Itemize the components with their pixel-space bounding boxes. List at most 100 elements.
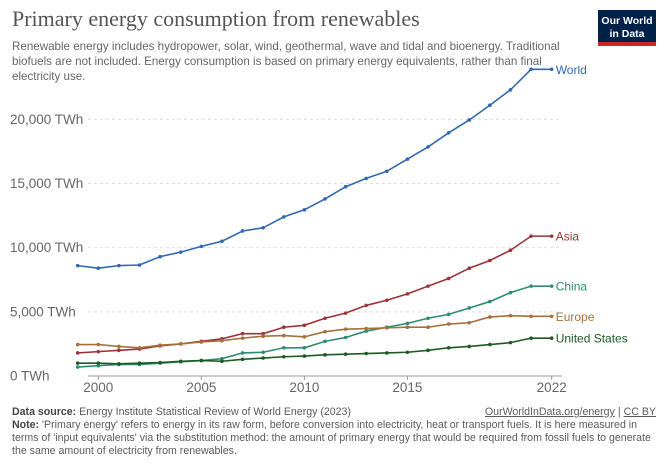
data-point bbox=[529, 314, 533, 319]
data-point bbox=[75, 263, 80, 268]
series-label: World bbox=[556, 63, 587, 77]
data-point bbox=[281, 354, 286, 359]
data-point bbox=[488, 299, 492, 304]
data-point bbox=[240, 357, 245, 362]
series-line bbox=[77, 68, 552, 270]
data-point bbox=[117, 362, 121, 366]
data-point bbox=[508, 313, 513, 318]
x-tick-label: 2000 bbox=[83, 380, 113, 395]
data-point bbox=[446, 131, 451, 135]
data-point bbox=[467, 344, 472, 349]
data-point bbox=[529, 234, 533, 238]
y-tick-label: 0 TWh bbox=[10, 369, 50, 384]
note-text: 'Primary energy' refers to energy in its… bbox=[12, 419, 651, 457]
data-point bbox=[220, 239, 224, 244]
data-point bbox=[96, 363, 101, 368]
data-point bbox=[508, 290, 513, 295]
data-point bbox=[446, 276, 451, 281]
data-point bbox=[467, 266, 472, 271]
data-point bbox=[240, 351, 245, 355]
data-point bbox=[302, 354, 307, 358]
logo-line-2: in Data bbox=[609, 28, 645, 40]
data-point bbox=[467, 320, 472, 325]
data-point bbox=[426, 145, 430, 149]
data-point bbox=[323, 339, 327, 344]
chart-footer: Data source: Energy Institute Statistica… bbox=[12, 406, 656, 458]
data-point bbox=[364, 303, 369, 308]
series-line bbox=[77, 337, 552, 365]
data-point bbox=[117, 348, 121, 353]
footer-links: OurWorldInData.org/energy | CC BY bbox=[485, 406, 656, 419]
data-point bbox=[96, 266, 101, 271]
data-point bbox=[137, 345, 142, 350]
data-point bbox=[117, 344, 121, 349]
data-point bbox=[158, 343, 162, 348]
chart-title: Primary energy consumption from renewabl… bbox=[12, 6, 420, 31]
data-source-text: Energy Institute Statistical Review of W… bbox=[79, 406, 351, 418]
data-point bbox=[405, 157, 410, 161]
data-point bbox=[508, 340, 513, 345]
data-point bbox=[426, 348, 430, 353]
y-tick-label: 15,000 TWh bbox=[10, 176, 83, 191]
y-tick-label: 5,000 TWh bbox=[10, 304, 76, 319]
data-point bbox=[549, 284, 554, 288]
data-point bbox=[261, 334, 265, 339]
data-source: Data source: Energy Institute Statistica… bbox=[12, 406, 351, 419]
data-point bbox=[158, 360, 162, 365]
owid-logo[interactable]: Our World in Data bbox=[598, 10, 656, 46]
data-point bbox=[405, 321, 410, 326]
data-point bbox=[323, 197, 327, 201]
data-point bbox=[261, 331, 265, 336]
owid-energy-link[interactable]: OurWorldInData.org/energy bbox=[484, 406, 615, 418]
license-link[interactable]: CC BY bbox=[623, 406, 656, 418]
data-point bbox=[302, 335, 307, 339]
data-point bbox=[199, 244, 204, 249]
data-point bbox=[240, 336, 245, 340]
data-point bbox=[137, 361, 142, 365]
data-point bbox=[323, 353, 327, 357]
data-point bbox=[178, 250, 183, 254]
data-point bbox=[488, 315, 492, 319]
data-point bbox=[488, 103, 492, 108]
data-point bbox=[281, 325, 286, 330]
data-point bbox=[426, 284, 430, 288]
y-tick-label: 10,000 TWh bbox=[10, 240, 83, 255]
series-label: Europe bbox=[556, 310, 595, 324]
data-point bbox=[467, 118, 472, 122]
data-point bbox=[220, 359, 224, 364]
data-point bbox=[405, 350, 410, 355]
data-point bbox=[364, 176, 369, 181]
data-point bbox=[220, 338, 224, 343]
logo-line-1: Our World bbox=[601, 15, 653, 27]
x-tick-label: 2010 bbox=[289, 380, 319, 395]
data-point bbox=[261, 350, 265, 355]
line-chart: 0 TWh 5,000 TWh 10,000 TWh 15,000 TWh 20,000… bbox=[10, 63, 628, 395]
data-point bbox=[323, 316, 327, 321]
data-point bbox=[75, 361, 80, 365]
data-point bbox=[549, 234, 554, 238]
data-point bbox=[364, 326, 369, 331]
data-point bbox=[199, 340, 204, 344]
data-point bbox=[385, 169, 389, 174]
data-point bbox=[302, 345, 307, 350]
data-point bbox=[385, 351, 389, 355]
chart-subtitle: Renewable energy includes hydropower, so… bbox=[12, 40, 560, 83]
data-point bbox=[343, 327, 348, 331]
data-point bbox=[137, 263, 142, 267]
data-point bbox=[96, 349, 101, 354]
data-point bbox=[549, 67, 554, 72]
data-point bbox=[343, 335, 348, 340]
data-point bbox=[240, 331, 245, 336]
data-point bbox=[281, 333, 286, 338]
series-line bbox=[77, 314, 552, 349]
data-point bbox=[343, 184, 348, 189]
data-point bbox=[529, 284, 533, 288]
data-point bbox=[446, 345, 451, 350]
data-point bbox=[549, 336, 554, 340]
x-tick-label: 2022 bbox=[537, 380, 567, 395]
x-tick-label: 2015 bbox=[392, 380, 422, 395]
data-point bbox=[446, 312, 451, 317]
chart-note: Note: 'Primary energy' refers to energy … bbox=[12, 419, 656, 458]
data-point bbox=[385, 326, 389, 330]
data-point bbox=[96, 361, 101, 365]
